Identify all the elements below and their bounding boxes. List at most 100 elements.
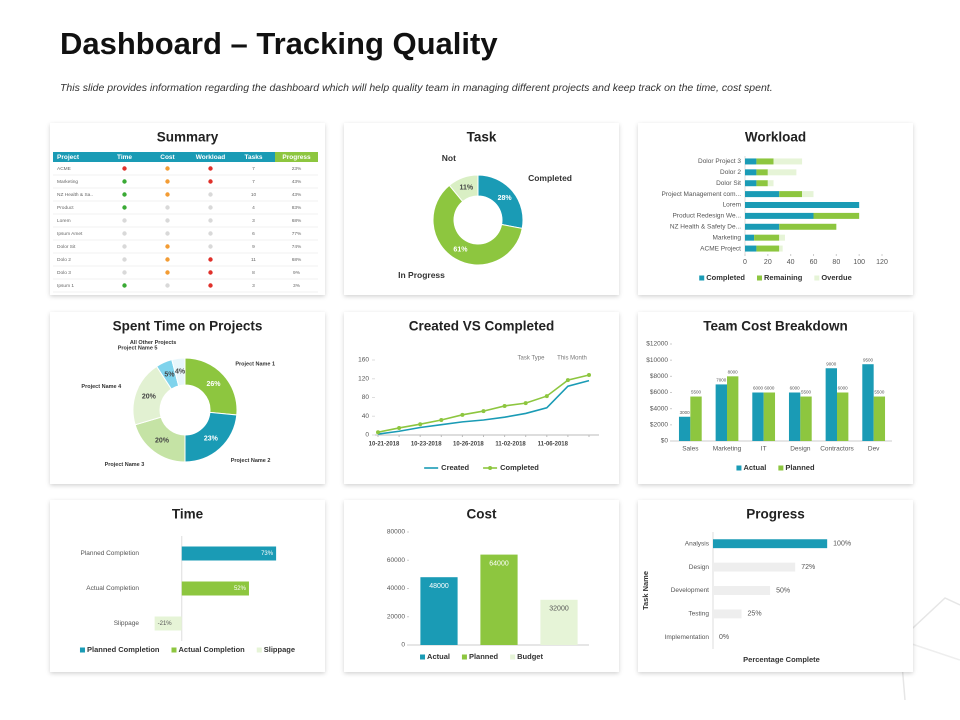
legend-label: Created <box>441 463 469 472</box>
bar <box>678 416 691 441</box>
task-count: 3 <box>252 218 255 224</box>
bar <box>745 169 757 176</box>
data-point <box>544 394 549 399</box>
legend-swatch <box>736 465 742 471</box>
panel: Team Cost Breakdown $0 $2000 $4000 $6000 $800… <box>638 312 913 484</box>
bar <box>837 392 849 441</box>
y-tick-label: 0 <box>401 642 405 649</box>
status-dot <box>165 270 170 275</box>
y-tick-label: Dolor 2 <box>720 169 741 176</box>
y-tick-label: 80 <box>362 394 370 401</box>
y-tick-label: 0 <box>365 432 369 439</box>
panel-title: Created VS Completed <box>409 319 555 334</box>
value-label: 6000 <box>764 386 775 391</box>
status-dot <box>165 205 170 210</box>
panel: Cost 0 20000 40000 60000 80000 48000 64000 32000… <box>344 500 619 672</box>
x-tick-label: Contractors <box>820 446 854 453</box>
panel: Workload 0 20 40 60 80 100 120 Dolor Project 3 Do… <box>638 123 913 295</box>
data-point <box>376 430 380 435</box>
x-tick-label: Marketing <box>713 446 742 453</box>
y-tick-label: $12000 <box>646 341 668 348</box>
bar <box>745 245 757 252</box>
panel: Progress Analysis 100% Design 72% Development… <box>638 500 913 672</box>
project-name: ACME <box>57 166 71 172</box>
table-header: Workload <box>196 154 226 161</box>
status-dot <box>122 166 127 171</box>
bar <box>181 581 249 596</box>
x-tick-label: 120 <box>876 259 888 266</box>
panel-title: Time <box>172 507 204 522</box>
project-name: Product <box>57 205 74 211</box>
x-tick-label: 11-06-2018 <box>538 442 569 448</box>
value-label: 100% <box>833 541 851 548</box>
panel-background <box>50 123 325 295</box>
y-tick-label: Planned Completion <box>80 550 139 557</box>
progress-value: 23% <box>292 166 302 172</box>
segment-label: In Progress <box>398 270 445 280</box>
panel: Task 28% Completed 61% In Progress 11% Not <box>344 123 619 295</box>
x-tick-label: Design <box>790 446 811 453</box>
y-tick-label: Product Redesign We... <box>672 213 741 220</box>
y-tick-label: 60000 <box>387 557 405 564</box>
value-label: 64000 <box>489 560 509 567</box>
y-tick-label: Implementation <box>665 634 710 641</box>
status-dot <box>208 244 213 249</box>
segment-value: 23% <box>204 435 219 442</box>
data-point <box>502 403 507 408</box>
bar <box>713 609 742 619</box>
y-tick-label: Testing <box>688 611 709 618</box>
panel: Created VS Completed 0 40 80 120 160 10-21-201… <box>344 312 619 484</box>
table-header-cell <box>53 152 103 162</box>
x-tick-label: 40 <box>787 259 795 266</box>
project-name: Ipsum 1 <box>57 283 74 289</box>
progress-value: 74% <box>292 244 302 250</box>
bar <box>788 392 801 441</box>
bar <box>873 396 886 441</box>
y-tick-label: 120 <box>358 375 369 382</box>
bar <box>745 180 757 187</box>
value-label: 5500 <box>691 390 702 395</box>
bar <box>715 384 727 441</box>
bar <box>713 562 796 572</box>
data-point <box>565 378 570 383</box>
bar <box>779 223 837 230</box>
progress-value: 43% <box>292 192 302 198</box>
panel: Summary Project Time Cost Workload Tasks Progr… <box>50 123 325 295</box>
bar <box>779 245 783 252</box>
y-tick-label: Analysis <box>685 540 710 547</box>
y-tick-label: NZ Health & Safety De... <box>670 223 741 230</box>
value-label: 48000 <box>429 583 449 590</box>
data-point <box>397 425 402 430</box>
value-label: 52% <box>234 586 247 592</box>
segment-value: 61% <box>453 247 468 254</box>
progress-value: 77% <box>292 231 302 237</box>
project-name: Dolo 2 <box>57 257 71 263</box>
y-tick-label: Lorem <box>723 202 741 209</box>
status-dot <box>208 205 213 210</box>
value-label: 6000 <box>753 386 764 391</box>
panel: Spent Time on Projects 26% Project Name 1 2… <box>50 312 325 484</box>
x-tick-label: IT <box>761 446 767 453</box>
legend-label: Completed <box>500 463 539 472</box>
bar <box>752 392 764 441</box>
donut-segment <box>448 174 479 203</box>
bar <box>813 212 860 219</box>
status-dot <box>122 205 127 210</box>
data-point <box>481 409 486 414</box>
page-title: Dashboard – Tracking Quality <box>60 26 498 61</box>
task-count: 9 <box>252 244 255 250</box>
bar <box>802 191 814 198</box>
status-dot <box>208 270 213 275</box>
bar <box>745 202 860 208</box>
segment-label: Project Name 1 <box>235 362 275 368</box>
panel-background <box>344 312 619 484</box>
legend: Completed Remaining Overdue <box>699 273 852 282</box>
x-tick-label: 10-26-2018 <box>453 442 484 448</box>
panel-background <box>638 123 913 295</box>
y-tick-label: 80000 <box>387 529 405 536</box>
legend-label: Completed <box>706 273 745 282</box>
legend-label: Planned <box>785 463 815 472</box>
x-tick-label: 10-21-2018 <box>369 442 400 448</box>
bar <box>767 169 797 176</box>
